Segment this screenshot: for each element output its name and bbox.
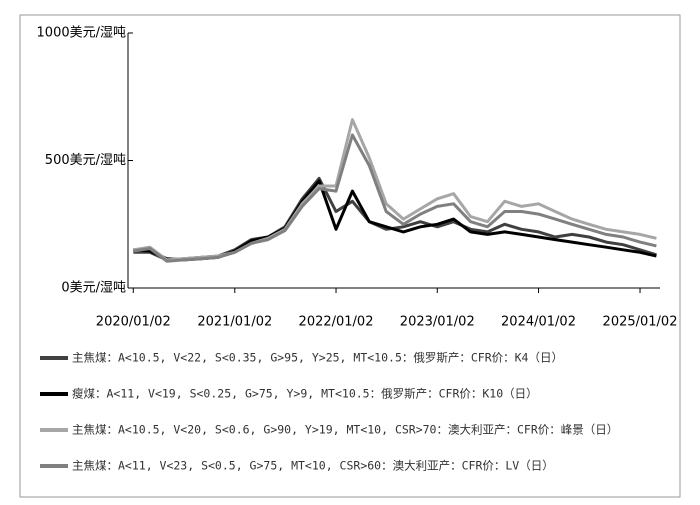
legend-label: 主焦煤：A<10.5, V<22, S<0.35, G>95, Y>25, MT… <box>72 351 563 365</box>
x-tick-label: 2020/01/02 <box>96 315 171 330</box>
y-tick-label: 0美元/湿吨 <box>61 281 126 296</box>
x-tick-label: 2025/01/02 <box>603 315 678 330</box>
x-tick-label: 2023/01/02 <box>400 315 475 330</box>
x-tick-label: 2021/01/02 <box>197 315 272 330</box>
y-tick-label: 500美元/湿吨 <box>45 153 126 168</box>
series-line <box>133 133 657 263</box>
x-tick-label: 2024/01/02 <box>501 315 576 330</box>
legend-label: 主焦煤：A<10.5, V<20, S<0.6, G>90, Y>19, MT<… <box>72 423 618 437</box>
series-line <box>133 118 657 262</box>
x-tick-label: 2022/01/02 <box>299 315 374 330</box>
y-tick-label: 1000美元/湿吨 <box>37 26 126 41</box>
frame <box>19 14 681 498</box>
legend-label: 瘦煤：A<11, V<19, S<0.25, G>75, Y>9, MT<10.… <box>72 387 538 401</box>
legend-label: 主焦煤：A<11, V<23, S<0.5, G>75, MT<10, CSR>… <box>72 459 554 473</box>
